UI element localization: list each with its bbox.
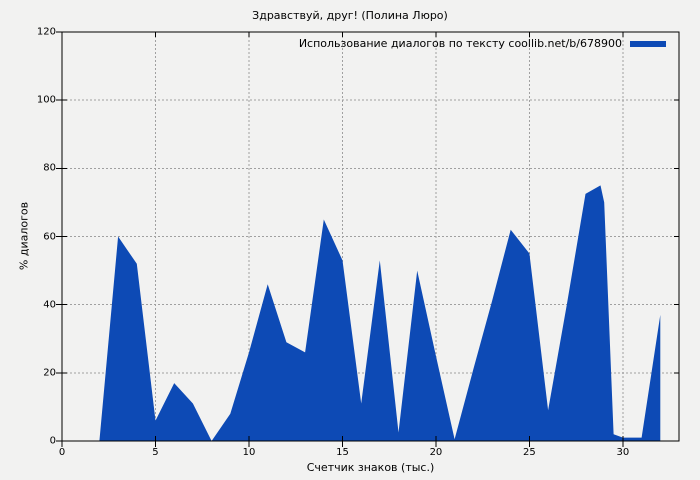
y-tick-label: 20 (43, 367, 56, 379)
legend-label: Использование диалогов по тексту coollib… (298, 37, 622, 50)
x-tick-label: 20 (429, 447, 443, 458)
x-tick-label: 0 (58, 447, 66, 458)
y-tick-label: 60 (43, 231, 56, 242)
y-tick-label: 0 (49, 435, 56, 447)
x-axis-title: Счетчик знаков (тыс.) (306, 461, 435, 474)
legend: Использование диалогов по тексту coollib… (299, 37, 666, 50)
legend-swatch (630, 40, 666, 47)
y-tick-label: 40 (43, 299, 56, 311)
x-tick-label: 25 (523, 447, 536, 458)
x-tick-label: 30 (616, 447, 630, 458)
y-tick-label: 120 (36, 26, 56, 38)
x-tick-label: 10 (242, 447, 256, 458)
x-tick-label: 5 (152, 447, 159, 458)
y-tick-label: 100 (36, 94, 56, 106)
chart-title: Здравствуй, друг! (Полина Люро) (252, 9, 448, 22)
y-tick-label: 80 (43, 162, 56, 174)
x-tick-label: 15 (336, 447, 349, 458)
